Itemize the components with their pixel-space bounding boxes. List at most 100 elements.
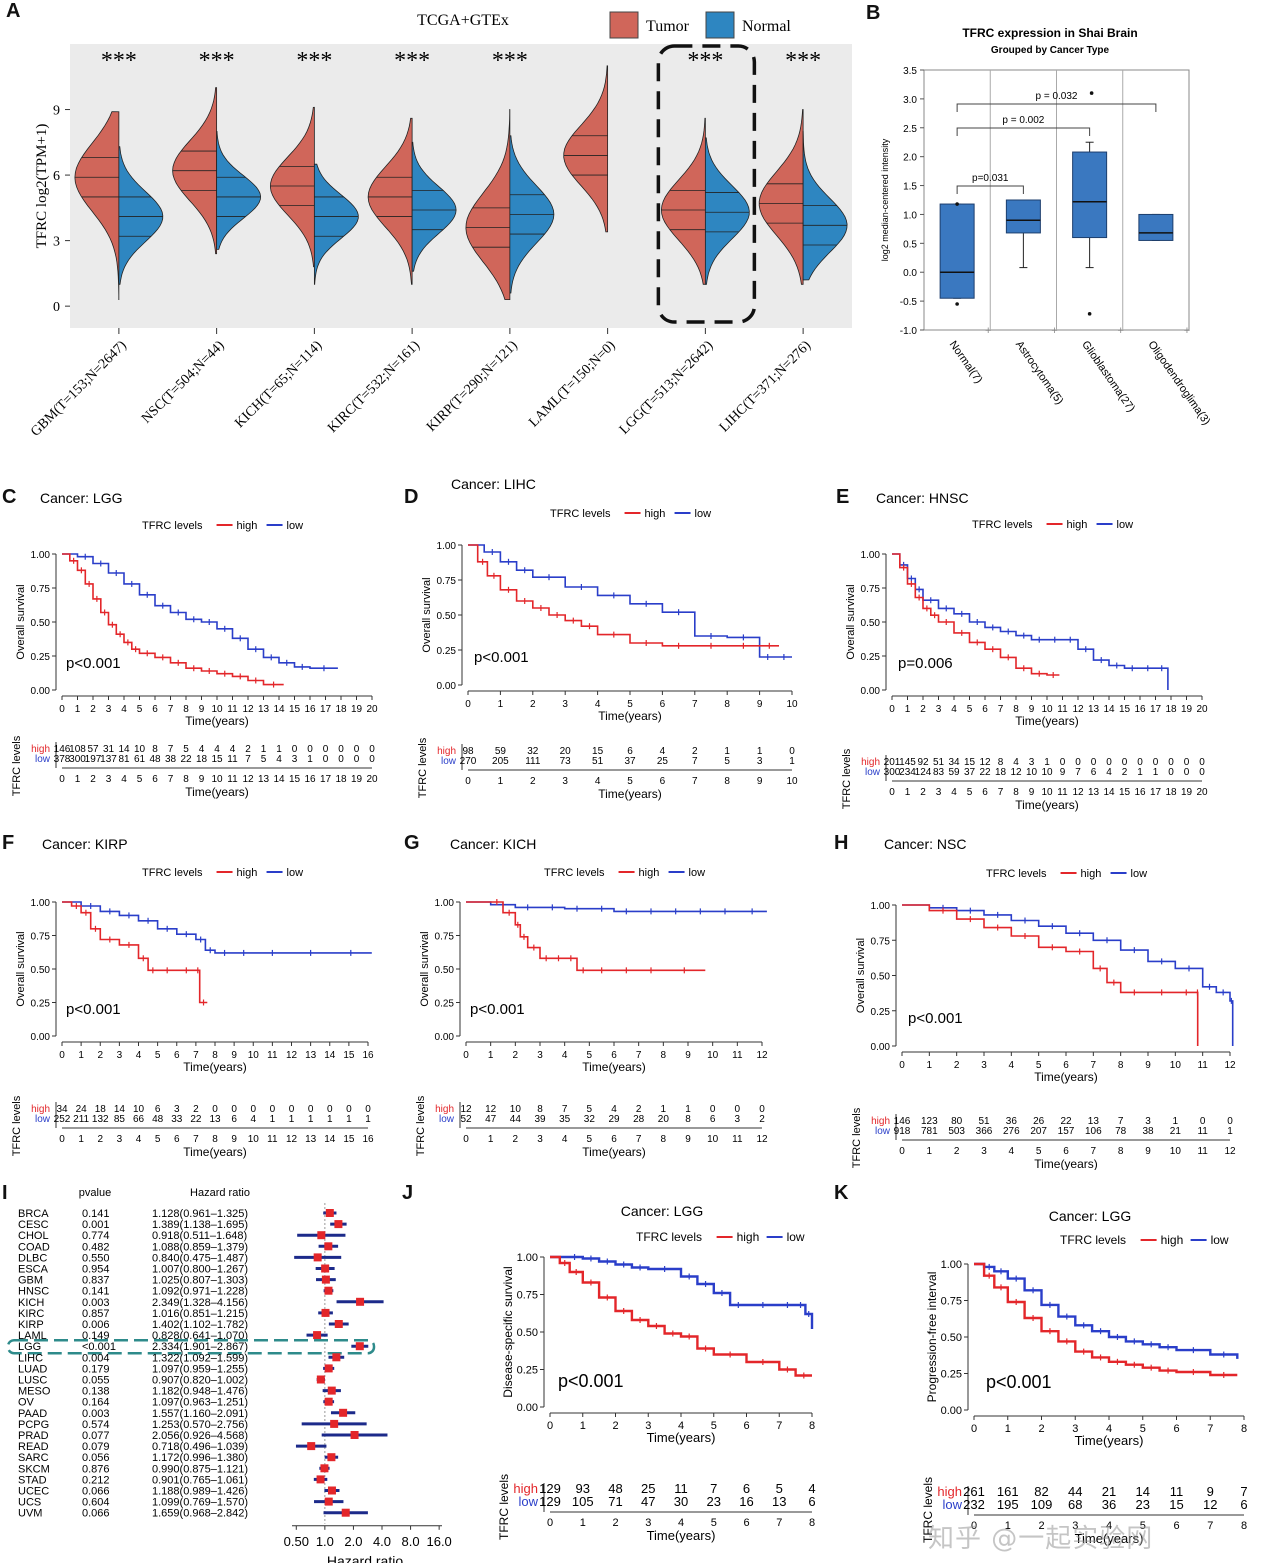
- x-axis-label: Time(years): [185, 714, 249, 728]
- x-tick-label: 11: [1197, 1060, 1208, 1071]
- forest-row-hr: 0.907(0.820–1.002): [152, 1375, 248, 1387]
- forest-row-hr: 1.402(1.102–1.782): [152, 1319, 248, 1331]
- risk-high-count: 9: [1207, 1484, 1214, 1499]
- risk-x-axis-label: Time(years): [183, 1145, 247, 1159]
- risk-x-tick-label: 1: [580, 1517, 586, 1529]
- hr-point: [324, 1364, 333, 1373]
- risk-low-count: 12: [1203, 1497, 1217, 1512]
- x-tick-label: 6: [660, 699, 666, 710]
- y-tick-label: 0.75: [437, 576, 457, 587]
- panel-label-d: D: [404, 486, 419, 508]
- risk-x-tick-label: 3: [537, 1134, 543, 1145]
- risk-x-tick-label: 20: [1196, 787, 1208, 798]
- risk-x-tick-label: 6: [1173, 1520, 1179, 1532]
- x-tick-label: 3: [1072, 1423, 1078, 1435]
- risk-x-tick-label: 3: [117, 1134, 123, 1145]
- risk-x-tick-label: 8: [661, 1134, 667, 1145]
- x-tick-label: 7: [193, 1050, 199, 1061]
- risk-high-count: 93: [576, 1481, 590, 1496]
- legend-high-label: high: [737, 1230, 760, 1244]
- y-tick-label: 1.00: [31, 550, 51, 561]
- hr-point: [317, 1231, 326, 1240]
- y-tick-label: 9: [53, 104, 60, 119]
- risk-low-count: 137: [100, 754, 117, 765]
- risk-x-tick-label: 8: [212, 1134, 218, 1145]
- significance-stars: ***: [394, 48, 430, 74]
- legend-swatch-normal: [705, 11, 735, 39]
- risk-high-label: high: [513, 1481, 538, 1496]
- x-tick-label: 5: [155, 1050, 161, 1061]
- hr-point: [327, 1386, 336, 1395]
- x-tick-label: 17: [320, 704, 332, 715]
- hr-point: [316, 1475, 325, 1484]
- forest-row-hr: 0.918(0.511–1.648): [152, 1230, 247, 1242]
- x-tick-label: 10: [211, 704, 223, 715]
- km-title: Cancer: LGG: [621, 1203, 703, 1219]
- x-tick-label: 14: [273, 704, 285, 715]
- risk-high-count: 0: [1060, 757, 1066, 768]
- x-tick-label: 0: [971, 1423, 977, 1435]
- risk-low-count: 35: [559, 1114, 571, 1125]
- risk-x-tick-label: 0: [971, 1520, 977, 1532]
- forest-row-hr: 0.718(0.496–1.039): [152, 1441, 248, 1453]
- risk-high-count: 4: [808, 1481, 815, 1496]
- risk-x-tick-label: 16: [362, 1134, 374, 1145]
- risk-low-count: 68: [1068, 1497, 1082, 1512]
- risk-high-count: 25: [641, 1481, 655, 1496]
- legend-high-label: high: [1161, 1233, 1184, 1247]
- forest-row-hr: 2.056(0.926–4.568): [152, 1430, 248, 1442]
- risk-low-count: 0: [354, 754, 360, 765]
- risk-high-count: 59: [495, 746, 507, 757]
- risk-high-count: 0: [307, 744, 313, 755]
- y-tick-label: 0.25: [437, 646, 457, 657]
- risk-low-count: 8: [685, 1114, 691, 1125]
- risk-high-count: 0: [1091, 757, 1097, 768]
- pvalue-label: p<0.001: [908, 1010, 963, 1027]
- outlier-point: [1089, 91, 1094, 95]
- risk-x-tick-label: 6: [174, 1134, 180, 1145]
- x-tick-label: 16.0: [426, 1534, 451, 1549]
- forest-row-name: LGG: [18, 1341, 41, 1353]
- forest-row-pvalue: 0.138: [82, 1386, 110, 1398]
- x-tick-label: 12: [756, 1050, 768, 1061]
- x-axis-label: Time(years): [582, 1060, 646, 1074]
- risk-low-count: 5: [261, 754, 267, 765]
- forest-row-name: CESC: [18, 1219, 49, 1231]
- risk-high-count: 15: [964, 757, 976, 768]
- risk-low-count: 6: [808, 1494, 815, 1509]
- x-tick-label: 2: [954, 1060, 960, 1071]
- risk-x-tick-label: 11: [1197, 1146, 1208, 1157]
- risk-x-tick-label: 10: [786, 776, 798, 787]
- x-tick-label: 9: [685, 1050, 691, 1061]
- x-tick-label: 10: [786, 699, 798, 710]
- x-tick-label: 6: [1173, 1423, 1179, 1435]
- risk-low-count: 6: [710, 1114, 716, 1125]
- risk-high-count: 4: [199, 744, 205, 755]
- survival-curve-low: [62, 901, 372, 954]
- panel-label-e: E: [836, 486, 850, 508]
- legend-title: TFRC levels: [544, 867, 605, 879]
- x-tick-label: 5: [587, 1050, 593, 1061]
- y-axis-label: TFRC log2(TPM+1): [34, 124, 50, 249]
- forest-row-pvalue: 0.179: [82, 1363, 110, 1375]
- risk-low-label: low: [875, 1126, 891, 1137]
- risk-low-count: 78: [1115, 1126, 1127, 1137]
- risk-low-count: 4: [250, 1114, 256, 1125]
- forest-header-hr: Hazard ratio: [190, 1187, 250, 1199]
- y-tick-label: 0.25: [31, 652, 51, 663]
- x-tick-label: KIRC(T=532;N=161): [325, 338, 423, 436]
- risk-high-label: high: [861, 757, 880, 768]
- risk-low-count: 503: [948, 1126, 965, 1137]
- risk-x-tick-label: 14: [1103, 787, 1115, 798]
- x-axis-label: Hazard ratio: [327, 1553, 403, 1563]
- risk-table-title: TFRC levels: [497, 1474, 511, 1540]
- risk-x-tick-label: 4: [595, 776, 601, 787]
- risk-high-count: 24: [76, 1104, 88, 1115]
- risk-x-tick-label: 3: [562, 776, 568, 787]
- risk-x-tick-label: 7: [1207, 1520, 1213, 1532]
- risk-low-count: 47: [485, 1114, 497, 1125]
- y-tick-label: 0.5: [903, 239, 917, 250]
- risk-x-tick-label: 2: [612, 1517, 618, 1529]
